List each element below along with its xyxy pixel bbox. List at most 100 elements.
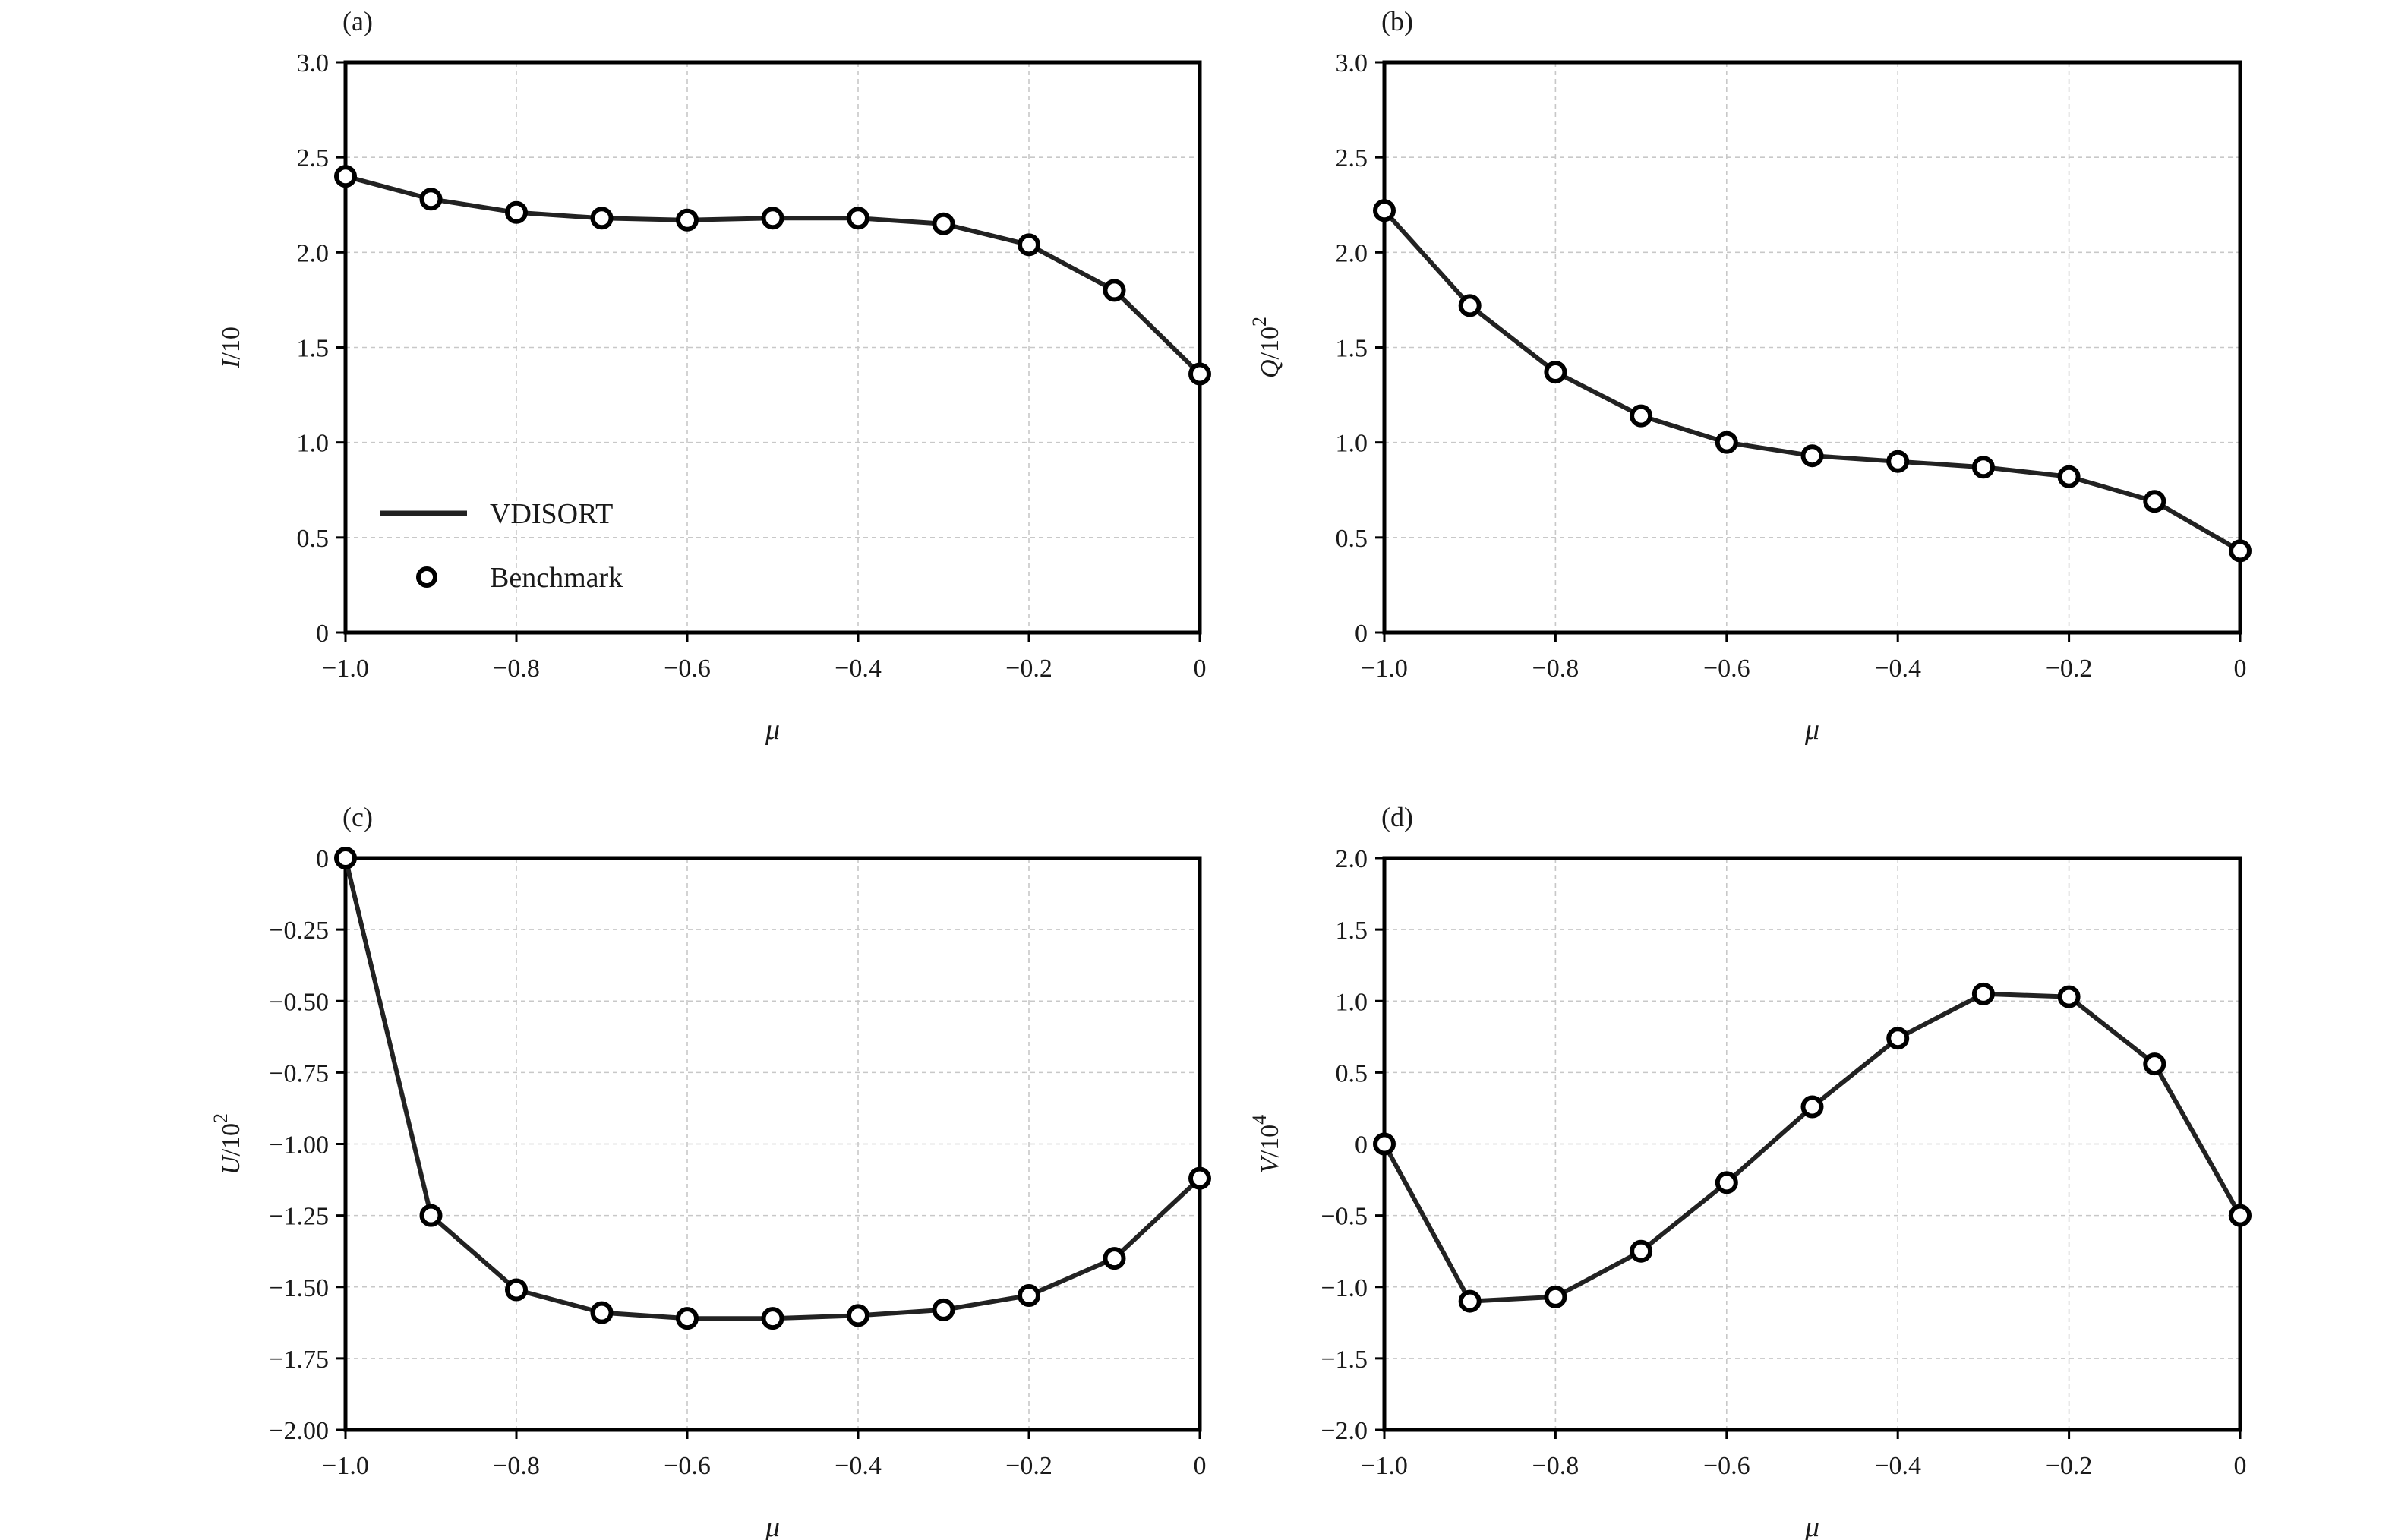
data-point-benchmark — [2057, 985, 2081, 1008]
x-tick-label: −0.2 — [1005, 655, 1052, 683]
x-tick-label: −0.4 — [1874, 655, 1921, 683]
data-point-benchmark — [932, 1298, 955, 1321]
y-tick-label: −0.5 — [1321, 1203, 1368, 1231]
y-axis-label: I/10 — [217, 327, 245, 369]
data-point-benchmark — [1971, 982, 1995, 1005]
x-tick-label: −0.2 — [1005, 1452, 1052, 1480]
y-axis-label: Q/102 — [1248, 317, 1284, 378]
data-point-benchmark — [2057, 465, 2081, 488]
data-point-benchmark — [1715, 431, 1738, 454]
data-point-benchmark — [1373, 1132, 1396, 1156]
x-tick-label: −0.8 — [1532, 655, 1579, 683]
x-tick-label: 0 — [1194, 655, 1207, 683]
panel-c: −1.0 −0.8 −0.6 −0.4 −0.2 0 −2.00 −1.75 −1.50 −1.2… — [210, 802, 1211, 1540]
y-tick-label: −0.75 — [269, 1059, 329, 1087]
data-point-benchmark — [1630, 1239, 1653, 1263]
panel-label: (c) — [342, 802, 373, 832]
y-tick-label: 1.0 — [1336, 988, 1368, 1016]
data-point-benchmark — [590, 207, 614, 230]
x-axis-label: μ — [1804, 1511, 1819, 1540]
data-point-benchmark — [419, 1204, 443, 1227]
x-axis-label: μ — [765, 1511, 780, 1540]
x-axis-label: μ — [765, 714, 780, 746]
y-tick-label: −1.5 — [1321, 1346, 1368, 1374]
x-tick-label: −0.4 — [835, 1452, 882, 1480]
legend-line-label: VDISORT — [490, 498, 613, 530]
y-tick-label: 0 — [1355, 620, 1368, 648]
data-point-benchmark — [1103, 1247, 1126, 1270]
data-point-benchmark — [505, 200, 528, 224]
plot-frame — [343, 60, 1202, 635]
y-tick-label: 0 — [316, 845, 329, 873]
legend-marker-label: Benchmark — [490, 562, 623, 594]
y-tick-label: −0.50 — [269, 988, 329, 1016]
data-point-benchmark — [1886, 450, 1910, 473]
data-point-benchmark — [1103, 279, 1126, 302]
x-tick-label: −0.4 — [1874, 1452, 1921, 1480]
panel-label: (a) — [342, 6, 373, 36]
x-tick-label: −0.8 — [493, 655, 540, 683]
y-tick-label: 1.5 — [1336, 335, 1368, 363]
y-tick-label: 0.5 — [1336, 525, 1368, 553]
data-point-benchmark — [419, 188, 443, 211]
y-axis-label: V/104 — [1248, 1115, 1284, 1173]
y-tick-label: 0.5 — [297, 525, 330, 553]
plot-frame — [343, 856, 1202, 1432]
data-point-benchmark — [1188, 1166, 1211, 1190]
data-point-benchmark — [505, 1278, 528, 1302]
panel-label: (b) — [1381, 6, 1413, 36]
x-tick-label: −0.6 — [664, 655, 711, 683]
y-tick-label: −0.25 — [269, 917, 329, 945]
x-tick-label: −1.0 — [1361, 655, 1408, 683]
y-tick-label: −1.75 — [269, 1346, 329, 1374]
x-tick-label: −0.2 — [2046, 1452, 2093, 1480]
legend: VDISORT Benchmark — [380, 498, 623, 594]
data-point-benchmark — [334, 165, 357, 188]
data-point-benchmark — [1800, 1095, 1824, 1119]
data-point-benchmark — [761, 1307, 784, 1330]
data-point-benchmark — [2229, 539, 2252, 563]
y-tick-label: −1.25 — [269, 1203, 329, 1231]
data-point-benchmark — [1458, 294, 1482, 317]
y-tick-label: 1.0 — [1336, 430, 1368, 458]
x-tick-label: −1.0 — [322, 1452, 369, 1480]
data-point-benchmark — [590, 1301, 614, 1324]
data-point-benchmark — [1544, 361, 1567, 384]
panels: −1.0 −0.8 −0.6 −0.4 −0.2 0 0 0.5 1.0 1.5 2.0 2.5 3.0… — [210, 6, 2252, 1540]
y-tick-label: 2.5 — [297, 144, 330, 172]
y-tick-label: 1.0 — [297, 430, 330, 458]
y-tick-label: 2.0 — [297, 239, 330, 267]
panel-label: (d) — [1381, 802, 1413, 832]
plot-frame — [1382, 60, 2242, 635]
x-tick-label: −0.2 — [2046, 655, 2093, 683]
data-point-benchmark — [1715, 1171, 1738, 1194]
data-point-benchmark — [1373, 199, 1396, 222]
x-tick-label: −0.8 — [493, 1452, 540, 1480]
y-tick-label: 3.0 — [297, 49, 330, 77]
y-tick-label: 0 — [1355, 1131, 1368, 1160]
y-tick-label: 3.0 — [1336, 49, 1368, 77]
x-tick-label: −1.0 — [1361, 1452, 1408, 1480]
x-tick-label: −0.4 — [835, 655, 882, 683]
x-tick-label: 0 — [2234, 1452, 2247, 1480]
data-point-benchmark — [1886, 1027, 1910, 1050]
data-point-benchmark — [1630, 404, 1653, 428]
x-tick-label: 0 — [2234, 655, 2247, 683]
y-tick-label: 2.5 — [1336, 144, 1368, 172]
y-tick-label: 2.0 — [1336, 845, 1368, 873]
data-point-benchmark — [676, 208, 699, 232]
x-tick-label: −0.6 — [1703, 1452, 1750, 1480]
y-tick-label: 0 — [316, 620, 329, 648]
x-tick-label: −0.6 — [1703, 655, 1750, 683]
data-point-benchmark — [847, 1304, 869, 1327]
x-tick-label: −1.0 — [322, 655, 369, 683]
x-tick-label: −0.6 — [664, 1452, 711, 1480]
data-point-benchmark — [2143, 490, 2166, 513]
panel-d: −1.0 −0.8 −0.6 −0.4 −0.2 0 −2.0 −1.5 −1.0 −0.5 0 0.… — [1248, 802, 2252, 1540]
y-tick-label: −1.00 — [269, 1131, 329, 1160]
data-point-benchmark — [1458, 1289, 1482, 1313]
y-axis-label: U/102 — [210, 1113, 245, 1175]
data-point-benchmark — [1800, 444, 1824, 468]
data-point-benchmark — [1188, 362, 1211, 386]
